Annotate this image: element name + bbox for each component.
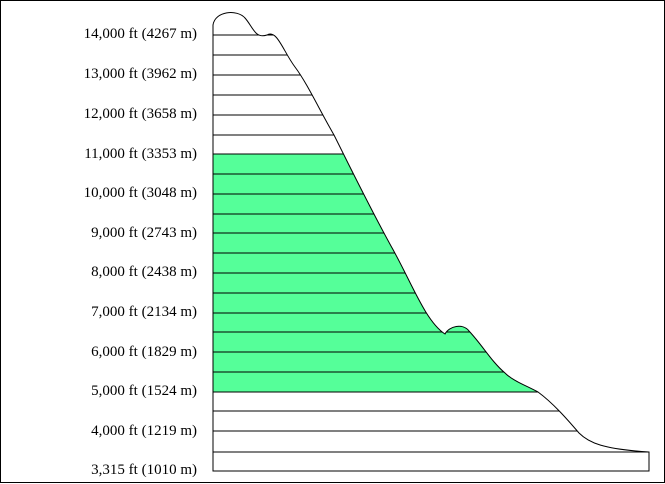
elevation-label-8000ft: 8,000 ft (2438 m) <box>91 264 197 280</box>
elevation-label-5000ft: 5,000 ft (1524 m) <box>91 383 197 399</box>
elevation-label-4000ft: 4,000 ft (1219 m) <box>91 423 197 439</box>
elevation-label-11000ft: 11,000 ft (3353 m) <box>84 146 197 162</box>
elevation-label-base: 3,315 ft (1010 m) <box>91 462 197 478</box>
mountain-outline <box>212 12 650 471</box>
elevation-label-14000ft: 14,000 ft (4267 m) <box>83 26 197 42</box>
elevation-label-9000ft: 9,000 ft (2743 m) <box>91 225 197 241</box>
elevation-label-13000ft: 13,000 ft (3962 m) <box>83 66 197 82</box>
elevation-label-10000ft: 10,000 ft (3048 m) <box>83 185 197 201</box>
elevation-label-7000ft: 7,000 ft (2134 m) <box>91 304 197 320</box>
base-block <box>212 451 650 472</box>
elevation-label-12000ft: 12,000 ft (3658 m) <box>83 106 197 122</box>
elevation-label-6000ft: 6,000 ft (1829 m) <box>91 344 197 360</box>
